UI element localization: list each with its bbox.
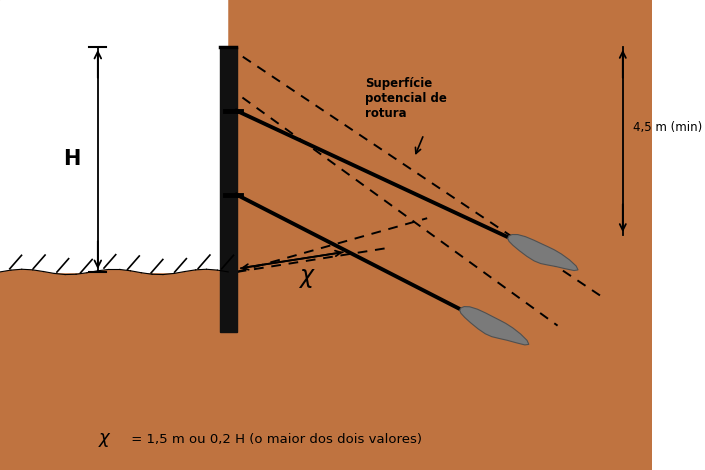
Text: 4,5 m (min): 4,5 m (min) — [632, 121, 701, 134]
Polygon shape — [228, 0, 652, 47]
Polygon shape — [508, 235, 578, 271]
Text: $\chi$: $\chi$ — [98, 431, 112, 449]
Polygon shape — [0, 0, 228, 272]
Polygon shape — [0, 0, 652, 470]
Text: H: H — [63, 149, 80, 170]
Polygon shape — [460, 306, 529, 345]
Text: = 1,5 m ou 0,2 H (o maior dos dois valores): = 1,5 m ou 0,2 H (o maior dos dois valor… — [127, 433, 422, 446]
Polygon shape — [0, 269, 228, 470]
Text: $\chi$: $\chi$ — [298, 267, 315, 290]
Text: Superfície
potencial de
rotura: Superfície potencial de rotura — [365, 77, 447, 120]
Polygon shape — [220, 47, 237, 332]
Polygon shape — [228, 0, 652, 470]
